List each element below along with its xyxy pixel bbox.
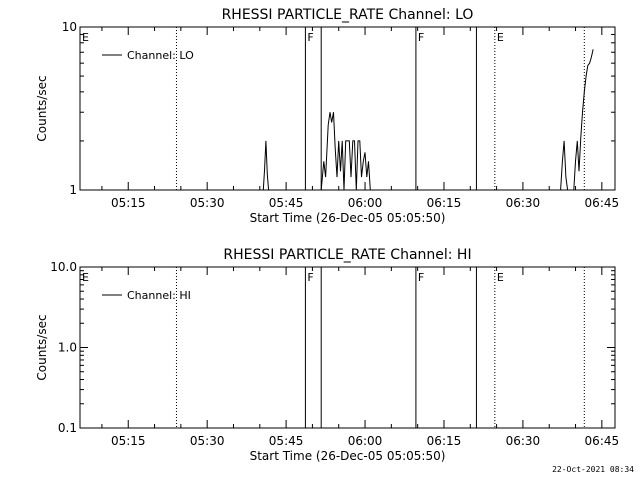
series-line-1 bbox=[80, 49, 594, 191]
x-tick-label: 05:45 bbox=[269, 434, 304, 448]
x-tick-label: 06:15 bbox=[427, 434, 462, 448]
y-tick-label: 10.0 bbox=[50, 260, 77, 274]
marker-label: E bbox=[497, 271, 504, 284]
y-tick-label: 1.0 bbox=[58, 341, 77, 355]
x-tick-label: 05:30 bbox=[190, 196, 225, 210]
legend-entry: Channel: LO bbox=[127, 49, 194, 62]
footer-timestamp: 22-Oct-2021 08:34 bbox=[552, 465, 634, 474]
x-axis-label: Start Time (26-Dec-05 05:05:50) bbox=[250, 211, 446, 225]
y-tick-label: 1 bbox=[69, 183, 77, 197]
x-tick-label: 06:00 bbox=[348, 196, 383, 210]
y-tick-label: 0.1 bbox=[58, 421, 77, 435]
chart-title: RHESSI PARTICLE_RATE Channel: HI bbox=[223, 247, 471, 263]
marker-label: F bbox=[418, 271, 424, 284]
chart-title: RHESSI PARTICLE_RATE Channel: LO bbox=[222, 7, 474, 23]
x-tick-label: 06:00 bbox=[348, 434, 383, 448]
x-tick-label: 05:45 bbox=[269, 196, 304, 210]
marker-label: E bbox=[82, 31, 89, 44]
marker-label: E bbox=[82, 271, 89, 284]
x-tick-label: 05:15 bbox=[111, 434, 146, 448]
plot-frame bbox=[79, 26, 616, 191]
y-axis-label: Counts/sec bbox=[35, 75, 49, 141]
x-axis-label: Start Time (26-Dec-05 05:05:50) bbox=[250, 449, 446, 463]
marker-label: F bbox=[307, 271, 313, 284]
x-tick-label: 06:45 bbox=[585, 434, 620, 448]
marker-label: F bbox=[418, 31, 424, 44]
y-tick-label: 10 bbox=[62, 20, 77, 34]
x-tick-label: 05:15 bbox=[111, 196, 146, 210]
x-tick-label: 05:30 bbox=[190, 434, 225, 448]
y-axis-label: Counts/sec bbox=[35, 314, 49, 380]
x-tick-label: 06:30 bbox=[506, 434, 541, 448]
x-tick-label: 06:45 bbox=[585, 196, 620, 210]
marker-label: F bbox=[307, 31, 313, 44]
x-tick-label: 06:30 bbox=[506, 196, 541, 210]
chart-panel-1: RHESSI PARTICLE_RATE Channel: LO E F F E 05:1… bbox=[35, 7, 619, 225]
legend-entry: Channel: HI bbox=[127, 289, 191, 302]
marker-label: E bbox=[497, 31, 504, 44]
chart-panel-2: RHESSI PARTICLE_RATE Channel: HI E F F E 05:1… bbox=[35, 247, 619, 463]
x-tick-label: 06:15 bbox=[427, 196, 462, 210]
